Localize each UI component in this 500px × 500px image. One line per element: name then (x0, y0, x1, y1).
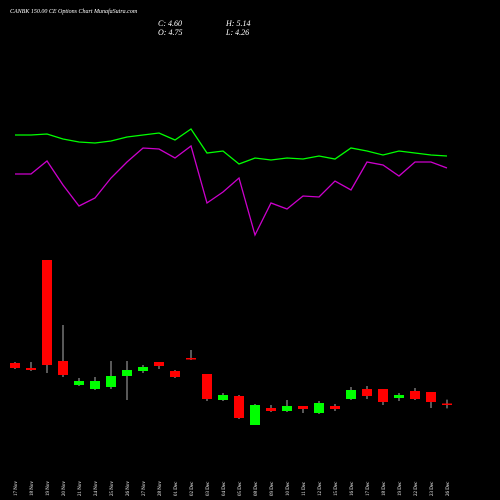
x-tick-label: 10 Dec (286, 481, 291, 496)
x-tick-label: 15 Dec (334, 481, 339, 496)
x-tick-label: 19 Nov (46, 481, 51, 496)
x-tick-label: 22 Dec (414, 481, 419, 496)
low-label: L: 4.26 (225, 28, 249, 37)
candle-body (346, 390, 356, 399)
candle-body (330, 406, 340, 409)
x-tick-label: 04 Dec (222, 481, 227, 496)
candle-body (266, 408, 276, 411)
candle-body (74, 381, 84, 385)
candle-body (378, 389, 388, 402)
x-tick-label: 28 Nov (158, 481, 163, 496)
x-tick-label: 12 Dec (318, 481, 323, 496)
x-tick-label: 20 Nov (62, 481, 67, 496)
x-tick-label: 25 Nov (110, 481, 115, 496)
candle-body (298, 406, 308, 409)
candle-body (90, 381, 100, 389)
x-tick-label: 18 Nov (30, 481, 35, 496)
x-tick-label: 17 Dec (366, 481, 371, 496)
x-tick-label: 23 Dec (430, 481, 435, 496)
x-tick-label: 26 Nov (126, 481, 131, 496)
x-tick-label: 02 Dec (190, 481, 195, 496)
candle-body (250, 405, 260, 425)
candle-body (282, 406, 292, 411)
candle-body (410, 391, 420, 399)
x-tick-label: 18 Dec (382, 481, 387, 496)
x-tick-label: 03 Dec (206, 481, 211, 496)
x-tick-label: 24 Nov (94, 481, 99, 496)
candle-body (106, 376, 116, 387)
close-label: C: 4.60 (158, 19, 182, 28)
candle-body (218, 395, 228, 400)
chart-title: CANBK 150.00 CE Options Chart MunafaSutr… (10, 8, 138, 15)
indicator-line (15, 144, 448, 237)
x-tick-label: 26 Dec (446, 481, 451, 496)
candle-body (154, 362, 164, 366)
x-tick-label: 17 Nov (14, 481, 19, 496)
candle-body (26, 368, 36, 370)
high-label: H: 5.14 (225, 19, 250, 28)
x-tick-label: 19 Dec (398, 481, 403, 496)
candle-body (186, 358, 196, 360)
x-tick-label: 08 Dec (254, 481, 259, 496)
candle-body (170, 371, 180, 377)
x-tick-label: 27 Nov (142, 481, 147, 496)
x-tick-label: 01 Dec (174, 481, 179, 496)
x-tick-label: 05 Dec (238, 481, 243, 496)
x-tick-label: 16 Dec (350, 481, 355, 496)
candle-body (314, 403, 324, 413)
candle-body (10, 363, 20, 368)
candle-body (122, 370, 132, 376)
candle-body (58, 361, 68, 375)
candle-body (426, 392, 436, 402)
candle-body (362, 389, 372, 396)
x-tick-label: 21 Nov (78, 481, 83, 496)
indicator-line (15, 128, 448, 165)
candle-body (138, 367, 148, 371)
x-tick-label: 09 Dec (270, 481, 275, 496)
x-tick-label: 11 Dec (302, 481, 307, 496)
candle-body (202, 374, 212, 399)
candle-body (234, 396, 244, 418)
candle-body (42, 260, 52, 365)
candle-body (442, 403, 452, 405)
candle-body (394, 395, 404, 398)
open-label: O: 4.75 (158, 28, 182, 37)
